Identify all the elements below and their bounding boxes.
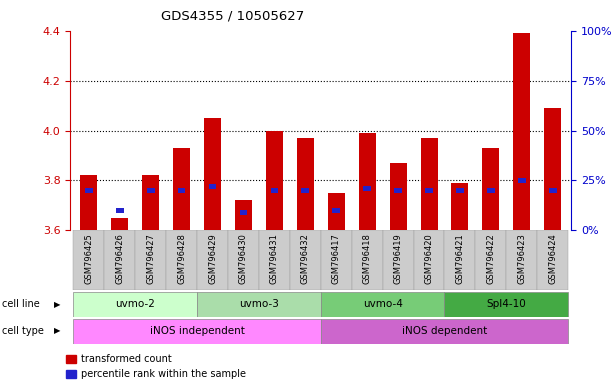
Text: GSM796421: GSM796421 [455, 233, 464, 283]
Bar [394, 188, 402, 193]
Text: GSM796423: GSM796423 [518, 233, 526, 284]
Bar [204, 118, 221, 230]
Text: GSM796424: GSM796424 [548, 233, 557, 283]
Text: GSM796428: GSM796428 [177, 233, 186, 284]
Bar [173, 148, 190, 230]
Text: uvmo-2: uvmo-2 [115, 299, 155, 310]
Bar [266, 131, 283, 230]
Bar [135, 230, 166, 290]
Bar [111, 218, 128, 230]
Text: iNOS dependent: iNOS dependent [402, 326, 487, 336]
Bar [142, 175, 159, 230]
Text: iNOS independent: iNOS independent [150, 326, 244, 336]
Text: GDS4355 / 10505627: GDS4355 / 10505627 [161, 10, 304, 23]
Text: uvmo-3: uvmo-3 [239, 299, 279, 310]
Bar [73, 292, 197, 317]
Bar [544, 108, 562, 230]
Bar [197, 292, 321, 317]
Bar [147, 188, 155, 193]
Bar [444, 292, 568, 317]
Bar [321, 230, 352, 290]
Text: ▶: ▶ [54, 326, 60, 336]
Bar [352, 230, 382, 290]
Bar [414, 230, 444, 290]
Bar [209, 184, 216, 189]
Bar [321, 319, 568, 344]
Text: GSM796417: GSM796417 [332, 233, 341, 284]
Bar [537, 230, 568, 290]
Text: cell type: cell type [2, 326, 44, 336]
Bar [301, 188, 309, 193]
Text: GSM796430: GSM796430 [239, 233, 248, 284]
Bar [364, 186, 371, 191]
Bar [85, 188, 93, 193]
Text: cell line: cell line [2, 299, 40, 309]
Bar [80, 175, 97, 230]
Bar [332, 208, 340, 213]
Text: uvmo-4: uvmo-4 [363, 299, 403, 310]
Bar [390, 163, 406, 230]
Bar [235, 200, 252, 230]
Bar [290, 230, 321, 290]
Bar [240, 210, 247, 215]
Bar [456, 188, 464, 193]
Bar [475, 230, 507, 290]
Bar [359, 133, 376, 230]
Bar [425, 188, 433, 193]
Bar [116, 208, 123, 213]
Text: GSM796422: GSM796422 [486, 233, 496, 283]
Text: GSM796426: GSM796426 [115, 233, 124, 284]
Text: GSM796419: GSM796419 [393, 233, 403, 283]
Bar [228, 230, 259, 290]
Bar [178, 188, 185, 193]
Bar [513, 33, 530, 230]
Bar [452, 183, 469, 230]
Bar [420, 138, 437, 230]
Bar [327, 193, 345, 230]
Text: GSM796420: GSM796420 [425, 233, 434, 283]
Bar [259, 230, 290, 290]
Bar [382, 230, 414, 290]
Bar [166, 230, 197, 290]
Bar [271, 188, 278, 193]
Bar [73, 319, 321, 344]
Text: GSM796432: GSM796432 [301, 233, 310, 284]
Text: GSM796418: GSM796418 [363, 233, 371, 284]
Bar [549, 188, 557, 193]
Legend: transformed count, percentile rank within the sample: transformed count, percentile rank withi… [66, 354, 246, 379]
Bar [444, 230, 475, 290]
Text: Spl4-10: Spl4-10 [486, 299, 526, 310]
Bar [507, 230, 537, 290]
Bar [73, 230, 104, 290]
Text: GSM796429: GSM796429 [208, 233, 217, 283]
Bar [518, 178, 525, 183]
Text: GSM796431: GSM796431 [270, 233, 279, 284]
Text: GSM796427: GSM796427 [146, 233, 155, 284]
Bar [297, 138, 314, 230]
Bar [104, 230, 135, 290]
Bar [321, 292, 444, 317]
Text: GSM796425: GSM796425 [84, 233, 93, 283]
Bar [487, 188, 495, 193]
Text: ▶: ▶ [54, 300, 60, 309]
Bar [482, 148, 499, 230]
Bar [197, 230, 228, 290]
